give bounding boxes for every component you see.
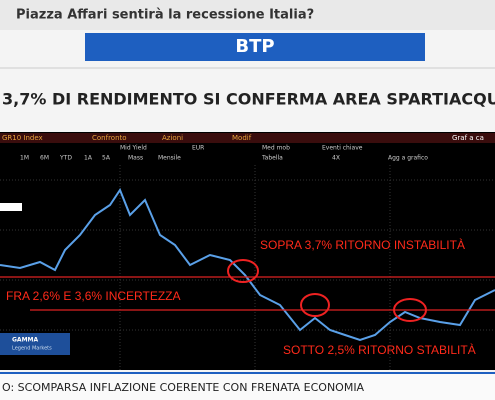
period: 1M [20, 155, 29, 162]
terminal [0, 132, 495, 370]
highlight-circle [393, 298, 427, 322]
slide-title: Piazza Affari sentirà la recessione Ital… [16, 8, 314, 23]
period: YTD [59, 155, 72, 162]
period: Mensile [158, 155, 181, 162]
period: Mass [128, 155, 143, 162]
highlight-circle [227, 259, 259, 283]
annotation: FRA 2,6% E 3,6% INCERTEZZA [6, 289, 181, 303]
period: 5A [102, 155, 111, 162]
toolbar-item: Graf a ca [452, 134, 484, 142]
toolbar-item: Azioni [162, 134, 183, 142]
grid [0, 165, 495, 370]
ticker: O: SCOMPARSA INFLAZIONE COERENTE CON FRE… [2, 381, 365, 394]
subtitle: 3,7% DI RENDIMENTO SI CONFERMA AREA SPAR… [2, 90, 495, 109]
period: 4X [332, 155, 340, 162]
ticker-bar [0, 372, 495, 400]
price-line [0, 187, 495, 342]
period: 6M [40, 155, 49, 162]
logo-name: GAMMA [12, 337, 39, 344]
option: Med mob [262, 145, 290, 152]
option: Eventi chiave [322, 145, 363, 152]
banner [85, 33, 425, 61]
annotation: SOTTO 2,5% RITORNO STABILITÀ [283, 342, 476, 357]
toolbar-item: Modif [232, 134, 252, 142]
logo-subtitle: Legend Markets [12, 346, 52, 352]
logo [0, 333, 70, 355]
top-bar [0, 0, 495, 30]
marker [0, 203, 22, 211]
period: Agg a grafico [388, 155, 428, 162]
option: EUR [192, 145, 204, 152]
annotation: SOPRA 3,7% RITORNO INSTABILITÀ [260, 237, 465, 252]
ticker-border [0, 372, 495, 374]
toolbar-item: Confronto [92, 134, 127, 142]
period: 1A [84, 155, 93, 162]
banner-label: BTP [235, 36, 274, 57]
toolbar-item: GR10 Index [2, 134, 43, 142]
highlight-circle [300, 293, 330, 317]
option: Mid Yield [120, 145, 147, 152]
toolbar [0, 133, 495, 143]
period: Tabella [261, 155, 283, 162]
